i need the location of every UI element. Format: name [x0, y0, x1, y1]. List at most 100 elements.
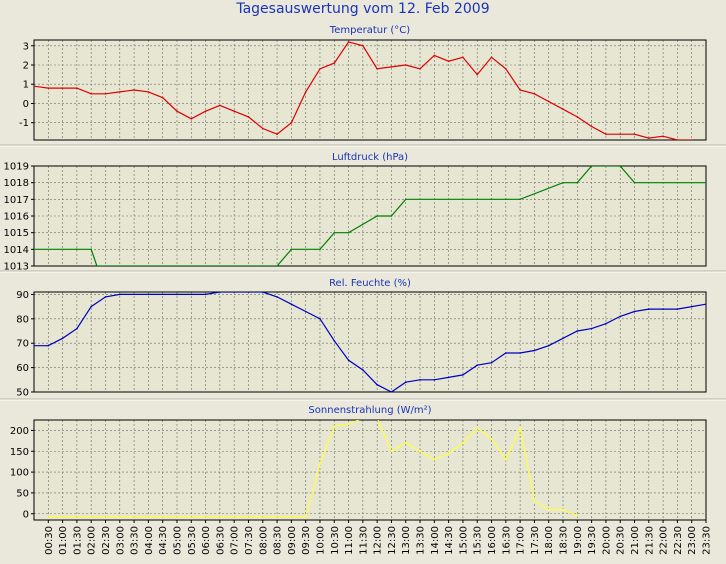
x-tick-label: 07:30 — [244, 526, 255, 555]
data-point — [333, 340, 336, 342]
x-tick-label: 01:30 — [72, 526, 83, 555]
x-tick-label: 23:00 — [687, 526, 698, 555]
data-point — [576, 330, 579, 332]
data-point — [605, 322, 607, 325]
data-point — [176, 293, 178, 296]
data-point — [433, 54, 436, 57]
y-tick-label: 200 — [10, 426, 29, 437]
data-point — [96, 265, 98, 266]
plot-frame — [33, 39, 707, 141]
plot-background — [34, 420, 706, 520]
data-point — [304, 91, 307, 93]
y-tick-label: 80 — [16, 314, 29, 325]
data-point — [104, 296, 107, 298]
x-tick-label: 05:30 — [187, 526, 198, 555]
data-point — [519, 89, 521, 91]
data-point — [476, 427, 479, 430]
y-tick-label: 1013 — [4, 262, 29, 273]
y-tick-label: 1016 — [4, 212, 29, 223]
data-point — [619, 166, 621, 167]
data-point — [290, 121, 293, 124]
x-tick-label: 03:00 — [115, 526, 126, 555]
x-tick-label: 13:00 — [401, 526, 412, 555]
data-point — [633, 310, 636, 313]
data-point — [319, 248, 321, 251]
panel-title: Temperatur (°C) — [329, 25, 410, 36]
data-point — [147, 516, 150, 518]
panel-title: Sonnenstrahlung (W/m²) — [308, 405, 431, 416]
data-point — [333, 231, 336, 234]
data-point — [347, 359, 350, 362]
x-tick-label: 11:00 — [344, 526, 355, 555]
data-point — [204, 110, 207, 112]
data-point — [547, 100, 550, 103]
data-point — [505, 68, 507, 70]
data-point — [347, 423, 350, 426]
data-point — [547, 344, 550, 347]
data-point — [505, 352, 507, 354]
data-point — [247, 116, 250, 118]
data-point — [390, 215, 393, 217]
x-tick-label: 02:00 — [87, 526, 98, 555]
data-point — [190, 118, 193, 120]
plot-background — [34, 292, 706, 392]
x-tick-label: 20:00 — [601, 526, 612, 555]
data-point — [490, 361, 493, 364]
x-tick-label: 17:30 — [530, 526, 541, 555]
data-point — [576, 515, 579, 517]
data-point — [562, 337, 564, 340]
data-point — [404, 442, 407, 444]
data-point — [676, 139, 679, 140]
y-tick-label: 1017 — [4, 195, 29, 206]
y-tick-label: 90 — [16, 290, 29, 301]
data-point — [648, 137, 650, 139]
data-point — [147, 91, 150, 93]
x-tick-label: 04:30 — [158, 526, 169, 555]
y-tick-label: 1 — [23, 80, 29, 91]
data-point — [562, 108, 564, 110]
data-point — [676, 308, 679, 310]
plot-frame — [33, 165, 707, 267]
data-point — [533, 500, 536, 503]
x-tick-label: 16:00 — [487, 526, 498, 555]
data-point — [547, 508, 550, 511]
x-tick-label: 09:30 — [301, 526, 312, 555]
x-tick-label: 09:00 — [287, 526, 298, 555]
data-point — [76, 327, 78, 330]
data-point — [519, 427, 521, 430]
data-point — [290, 303, 293, 306]
x-tick-label: 01:00 — [58, 526, 69, 555]
data-point — [590, 327, 593, 330]
data-point — [705, 303, 706, 305]
data-point — [90, 93, 92, 95]
data-point — [447, 60, 450, 62]
data-point — [34, 85, 35, 87]
data-point — [319, 463, 321, 465]
data-point — [576, 181, 579, 184]
data-point — [419, 379, 421, 381]
data-point — [304, 516, 307, 518]
x-tick-label: 20:30 — [616, 526, 627, 555]
x-tick-label: 21:30 — [644, 526, 655, 555]
data-point — [276, 265, 278, 266]
data-point — [362, 45, 364, 47]
page-title: Tagesauswertung vom 12. Feb 2009 — [236, 1, 490, 17]
data-point — [462, 56, 464, 59]
x-tick-label: 03:30 — [130, 526, 141, 555]
data-point — [161, 96, 164, 99]
data-point — [462, 442, 464, 444]
y-tick-label: 150 — [10, 447, 29, 458]
x-tick-label: 21:00 — [630, 526, 641, 555]
data-point — [619, 315, 621, 318]
x-tick-label: 02:30 — [101, 526, 112, 555]
y-tick-label: 0 — [23, 99, 29, 110]
x-tick-label: 10:30 — [330, 526, 341, 555]
x-tick-label: 23:30 — [702, 526, 713, 555]
panel-title: Luftdruck (hPa) — [332, 152, 408, 163]
data-point — [519, 352, 521, 354]
x-tick-label: 00:30 — [44, 526, 55, 555]
data-point — [648, 308, 650, 310]
x-tick-label: 15:30 — [473, 526, 484, 555]
data-point — [576, 116, 579, 118]
data-point — [90, 305, 92, 308]
